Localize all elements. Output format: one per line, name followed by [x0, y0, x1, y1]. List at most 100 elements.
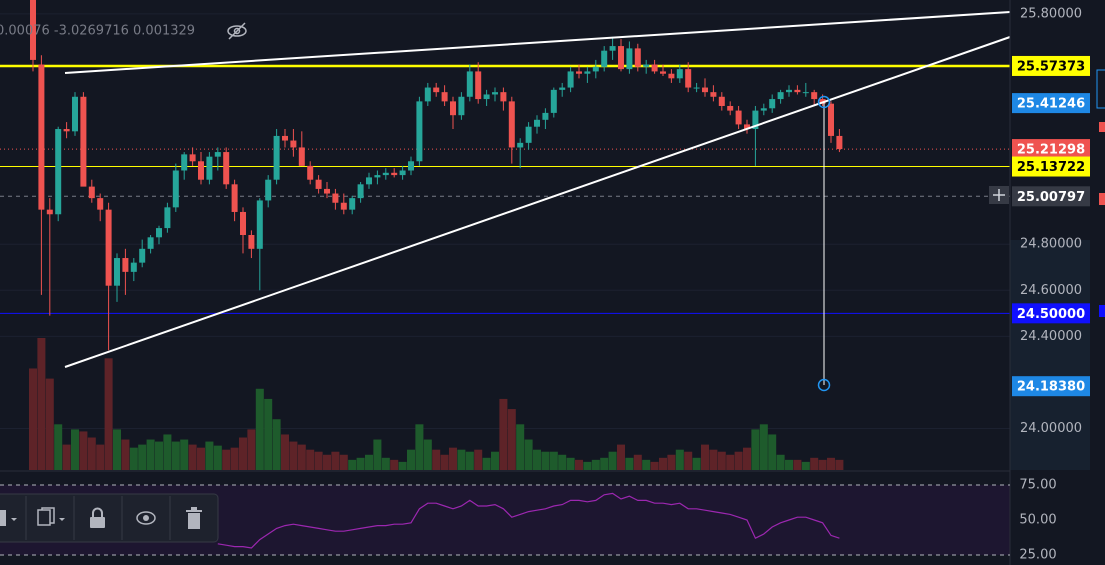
volume-bar [701, 444, 709, 470]
candle-body [517, 142, 524, 148]
right-panel-edge [1096, 69, 1105, 317]
volume-bar [524, 439, 533, 470]
candle-body [483, 94, 490, 100]
volume-bar [541, 451, 550, 470]
candle-body [643, 64, 650, 67]
volume-bar [667, 454, 676, 470]
candle-body [424, 87, 431, 102]
candle-body [349, 198, 356, 210]
candle-body [584, 71, 591, 74]
candle-body [382, 172, 389, 176]
price-label-box [1012, 376, 1090, 397]
candle-body [777, 92, 784, 100]
volume-bar [499, 398, 508, 470]
candle-body [315, 179, 322, 189]
plus-button[interactable] [989, 186, 1009, 204]
candle-body [718, 96, 725, 106]
volume-bar [734, 451, 743, 470]
volume-bar [281, 434, 289, 470]
volume-bar [516, 424, 525, 470]
volume-bar [121, 439, 130, 470]
candle-body [240, 211, 246, 235]
candle-body [374, 175, 381, 178]
candle-body [357, 184, 364, 199]
volume-bar [323, 454, 331, 470]
candle-body [408, 161, 414, 171]
volume-bar [507, 409, 516, 470]
volume-bar [776, 454, 785, 470]
candle-body [466, 71, 473, 97]
candle-body [290, 140, 297, 148]
candle-body [198, 161, 204, 180]
price-axis: 25.80000 24.80000 24.60000 24.40000 24.00000… [1012, 6, 1090, 436]
price-label: 25.00797 [1017, 190, 1085, 205]
candle-body [223, 152, 230, 185]
volume-bar [331, 451, 340, 470]
price-label: 25.13722 [1017, 160, 1085, 175]
volume-bar [138, 444, 147, 470]
candle-body [760, 108, 767, 111]
measure-handle[interactable] [817, 378, 831, 392]
candle-body [366, 177, 372, 185]
candle-body [340, 202, 347, 210]
volume-bar [449, 447, 457, 470]
lock-button[interactable] [90, 507, 105, 529]
measure-handle[interactable] [817, 95, 831, 109]
volume-bar [247, 429, 256, 470]
volume-layer [29, 338, 844, 470]
candle-body [189, 154, 196, 162]
candle-body [542, 112, 549, 120]
candle-body [811, 92, 818, 100]
grid [0, 13, 1010, 430]
candle-body [256, 200, 263, 249]
volume-bar [566, 457, 575, 470]
candle-body [80, 96, 87, 187]
volume-bar [482, 457, 491, 470]
candle-body [660, 71, 666, 74]
candle-body [214, 152, 221, 157]
candle-body [231, 184, 238, 212]
volume-bar [155, 441, 163, 470]
volume-bar [197, 447, 205, 470]
volume-bar [62, 444, 71, 470]
candle-body [609, 46, 616, 51]
volume-bar [289, 441, 298, 470]
trend-line [64, 11, 1011, 74]
candle-body [618, 46, 624, 70]
candle-body [626, 48, 633, 70]
volume-bar [759, 424, 768, 470]
volume-bar [29, 368, 37, 470]
hide-icon[interactable] [227, 22, 247, 40]
price-label-box [1012, 139, 1090, 160]
clone-button[interactable] [37, 507, 65, 526]
candle-body [786, 89, 792, 93]
volume-bar [255, 388, 264, 470]
price-label-box [1012, 156, 1090, 177]
volume-bar [407, 449, 415, 470]
candle-body [735, 110, 742, 125]
volume-bar [793, 459, 802, 470]
settings-button[interactable] [0, 510, 17, 526]
volume-bar [79, 431, 88, 470]
delete-button[interactable] [186, 507, 202, 529]
candle-body [172, 170, 179, 208]
volume-bar [558, 454, 567, 470]
volume-bar [583, 461, 592, 470]
volume-bar [751, 429, 760, 470]
candle-body [30, 0, 36, 60]
candle-body [332, 193, 339, 203]
visibility-button[interactable] [136, 511, 156, 525]
y-tick-label: 24.60000 [1020, 283, 1082, 298]
volume-bar [222, 449, 231, 470]
volume-bar [818, 459, 827, 470]
volume-bar [339, 454, 348, 470]
volume-bar [297, 444, 306, 470]
volume-bar [726, 454, 735, 470]
candle-body [651, 64, 658, 72]
price-label: 25.57373 [1017, 59, 1085, 74]
price-label: 24.18380 [1017, 380, 1085, 395]
candle-body [38, 64, 45, 210]
volume-bar [96, 444, 105, 470]
volume-bar [398, 461, 407, 470]
